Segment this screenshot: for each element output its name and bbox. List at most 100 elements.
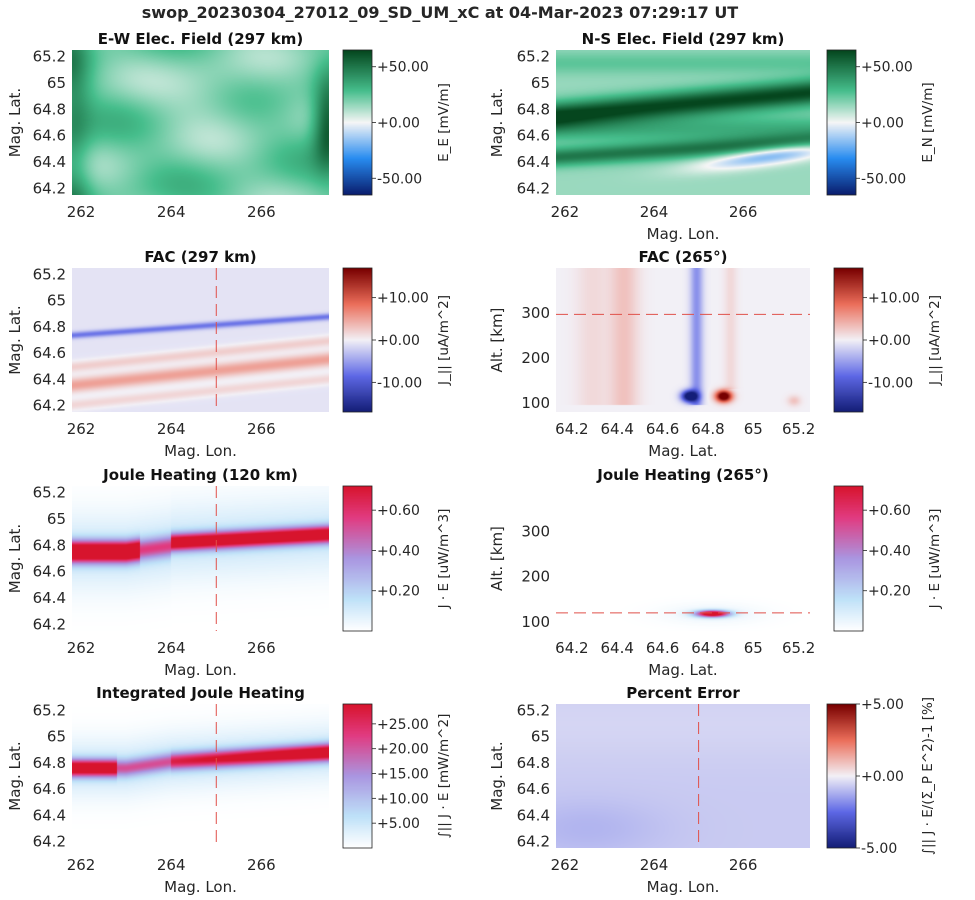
colorbar-tick-label: +5.00 (377, 816, 420, 832)
x-tick-label: 266 (247, 856, 276, 874)
x-tick-label: 262 (67, 639, 96, 657)
panel-5: Joule Heating (120 km) 262 264 266 64.2 64.4 6… (6, 466, 452, 679)
y-tick-label: 64.2 (517, 179, 550, 197)
panel-1: E-W Elec. Field (297 km) 262 264 266 64.2 64.… (6, 30, 452, 221)
y-axis-label: Alt. [km] (488, 308, 506, 373)
colorbar-tick-label: +0.00 (861, 116, 904, 132)
x-tick-label: 262 (551, 856, 580, 874)
x-tick-label: 64.8 (691, 639, 724, 657)
y-tick-label: 200 (521, 568, 550, 586)
colorbar-tick-label: +0.00 (861, 769, 904, 785)
colorbar-tick-label: +10.00 (377, 291, 429, 307)
y-tick-label: 200 (521, 349, 550, 367)
panel-title: E-W Elec. Field (297 km) (98, 30, 303, 48)
x-tick-label: 264 (157, 856, 186, 874)
y-tick-label: 100 (521, 394, 550, 412)
y-tick-label: 64.6 (33, 344, 66, 362)
colorbar-label: ∫|| J · E/(Σ_P E^2)-1 [%] (920, 697, 936, 855)
x-tick-label: 64.6 (646, 639, 679, 657)
x-axis-label: Mag. Lat. (648, 442, 717, 460)
x-tick-label: 64.2 (555, 420, 588, 438)
x-axis-label: Mag. Lon. (647, 878, 720, 896)
y-axis-label: Mag. Lat. (6, 305, 24, 374)
y-tick-label: 64.6 (517, 127, 550, 145)
colorbar-tick-label: +0.00 (377, 116, 420, 132)
x-tick-label: 262 (67, 203, 96, 221)
panel-title: FAC (297 km) (144, 248, 256, 266)
y-tick-label: 64.6 (33, 563, 66, 581)
y-tick-label: 65 (47, 728, 66, 746)
colorbar-tick-label: +15.00 (377, 767, 429, 783)
colorbar-label: J_|| [uA/m^2] (927, 295, 943, 386)
y-tick-label: 300 (521, 304, 550, 322)
x-tick-label: 65 (744, 639, 763, 657)
y-tick-label: 65.2 (33, 266, 66, 284)
y-tick-label: 64.2 (517, 832, 550, 850)
panel-4: FAC (265°) 64.2 64.4 64.6 64.8 65 65.2 100 200 30… (488, 248, 943, 460)
y-tick-label: 64.8 (517, 100, 550, 118)
y-axis-label: Mag. Lat. (6, 88, 24, 157)
y-tick-label: 64.2 (33, 832, 66, 850)
x-tick-label: 64.6 (646, 420, 679, 438)
colorbar-label: J_|| [uA/m^2] (436, 295, 452, 386)
colorbar-tick-label: +5.00 (861, 697, 904, 713)
y-axis-label: Mag. Lat. (6, 524, 24, 593)
colorbar-label: J · E [uW/m^3] (436, 509, 452, 610)
y-tick-label: 65 (531, 74, 550, 92)
x-tick-label: 65.2 (782, 420, 815, 438)
y-tick-label: 64.6 (33, 127, 66, 145)
heatmap-image (72, 704, 329, 848)
colorbar-tick-label: +20.00 (377, 742, 429, 758)
y-tick-label: 64.4 (33, 370, 66, 388)
colorbar (827, 50, 856, 195)
y-tick-label: 64.8 (33, 318, 66, 336)
y-tick-label: 65.2 (517, 702, 550, 720)
colorbar-frame (342, 703, 373, 849)
x-tick-label: 65 (744, 420, 763, 438)
colorbar-tick-label: +0.40 (377, 543, 420, 559)
y-tick-label: 64.6 (517, 780, 550, 798)
colorbar (834, 486, 863, 631)
y-tick-label: 64.8 (33, 536, 66, 554)
panel-title: Joule Heating (265°) (596, 466, 768, 484)
colorbar-tick-label: +0.20 (868, 584, 911, 600)
x-tick-label: 264 (157, 203, 186, 221)
x-tick-label: 266 (729, 203, 758, 221)
colorbar-tick-label: +0.60 (377, 503, 420, 519)
colorbar-tick-label: +25.00 (377, 717, 429, 733)
y-tick-label: 64.8 (33, 754, 66, 772)
heatmap-image (556, 268, 810, 412)
panel-title: Joule Heating (120 km) (102, 466, 298, 484)
y-tick-label: 64.4 (33, 806, 66, 824)
y-axis-label: Mag. Lat. (488, 741, 506, 810)
colorbar (343, 704, 372, 848)
y-tick-label: 64.4 (33, 153, 66, 171)
figure-title: swop_20230304_27012_09_SD_UM_xC at 04-Ma… (142, 3, 739, 22)
y-tick-label: 64.4 (517, 153, 550, 171)
panel-title: Integrated Joule Heating (96, 684, 305, 702)
x-tick-label: 262 (551, 203, 580, 221)
colorbar-tick-label: +0.00 (868, 333, 911, 349)
colorbar (343, 50, 372, 195)
colorbar-label: E_N [mV/m] (920, 82, 936, 162)
x-tick-label: 264 (157, 639, 186, 657)
x-tick-label: 262 (67, 420, 96, 438)
colorbar (834, 268, 863, 412)
colorbar-tick-label: +0.00 (377, 333, 420, 349)
y-tick-label: 64.8 (33, 100, 66, 118)
panel-8: Percent Error 262 264 266 64.2 64.4 64.6 64.8 65… (488, 684, 936, 896)
colorbar-label: E_E [mV/m] (436, 83, 452, 162)
heatmap-image (556, 704, 810, 848)
y-tick-label: 65.2 (33, 48, 66, 66)
y-tick-label: 65.2 (33, 484, 66, 502)
x-axis-label: Mag. Lon. (164, 661, 237, 679)
x-axis-label: Mag. Lat. (648, 661, 717, 679)
x-tick-label: 264 (640, 203, 669, 221)
colorbar-label: J · E [uW/m^3] (927, 509, 943, 610)
x-tick-label: 264 (640, 856, 669, 874)
y-tick-label: 65 (47, 74, 66, 92)
y-tick-label: 64.2 (33, 179, 66, 197)
x-tick-label: 266 (247, 203, 276, 221)
x-tick-label: 266 (247, 639, 276, 657)
